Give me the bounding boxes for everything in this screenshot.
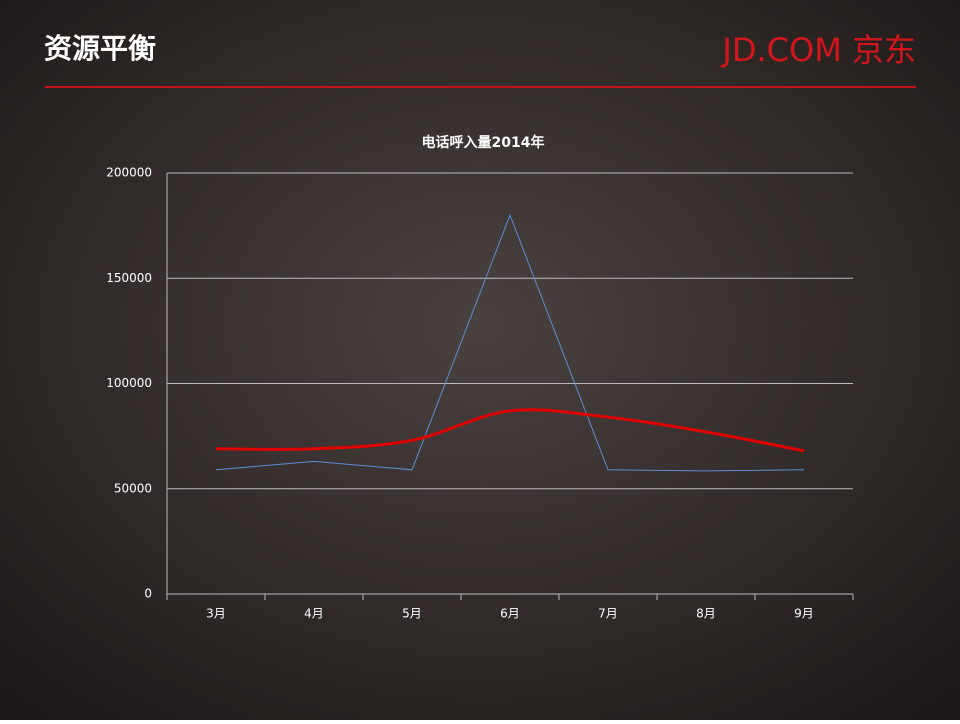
x-tick-label: 6月 xyxy=(500,607,520,621)
data-line xyxy=(215,408,805,453)
slide-title: 资源平衡 xyxy=(44,32,156,65)
x-tick-label: 5月 xyxy=(402,607,422,621)
x-tick-label: 9月 xyxy=(794,607,814,621)
y-tick-label: 50000 xyxy=(114,481,152,495)
x-tick-label: 8月 xyxy=(696,607,716,621)
y-tick-label: 200000 xyxy=(106,166,152,180)
x-tick-label: 7月 xyxy=(598,607,618,621)
y-tick-label: 0 xyxy=(144,587,152,601)
logo: JD.COM 京东 xyxy=(720,31,916,69)
x-tick-label: 4月 xyxy=(304,607,324,621)
y-tick-label: 150000 xyxy=(106,271,152,285)
y-tick-label: 100000 xyxy=(106,376,152,390)
x-tick-label: 3月 xyxy=(206,607,226,621)
data-line xyxy=(215,213,805,472)
chart-title: 电话呼入量2014年 xyxy=(422,134,545,151)
